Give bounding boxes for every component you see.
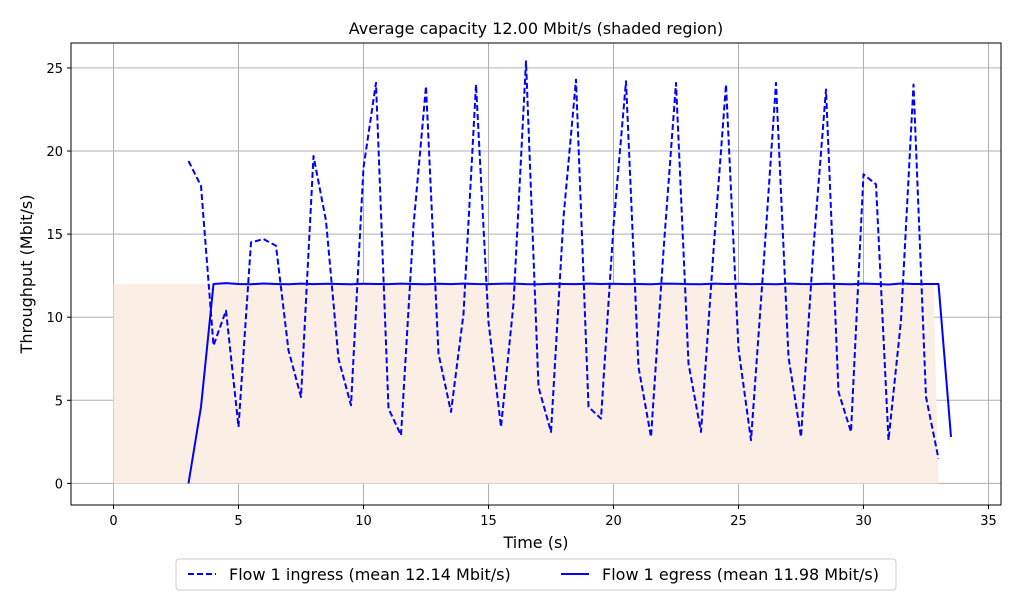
y-tick-label: 0: [55, 477, 63, 492]
x-tick-label: 5: [234, 514, 242, 529]
x-tick-label: 30: [855, 514, 872, 529]
legend-box: [175, 558, 897, 591]
y-axis-label: Throughput (Mbit/s): [17, 195, 36, 355]
y-tick-label: 5: [55, 394, 63, 409]
y-tick-label: 10: [46, 311, 63, 326]
x-tick-label: 25: [730, 514, 747, 529]
x-tick-label: 15: [480, 514, 497, 529]
legend-label-ingress: Flow 1 ingress (mean 12.14 Mbit/s): [229, 565, 511, 584]
series-egress-line: [187, 282, 952, 484]
legend: Flow 1 ingress (mean 12.14 Mbit/s) Flow …: [175, 558, 897, 591]
y-tick-label: 15: [46, 228, 63, 243]
x-axis-label: Time (s): [502, 533, 568, 552]
x-tick-label: 10: [355, 514, 372, 529]
capacity-shaded-region: [113, 283, 939, 484]
x-tick-label: 0: [109, 514, 117, 529]
capacity-shade-layer: [113, 283, 939, 484]
series-ingress-line: [187, 60, 940, 459]
x-tick-label: 20: [605, 514, 622, 529]
y-tick-label: 20: [46, 145, 63, 160]
chart-title: Average capacity 12.00 Mbit/s (shaded re…: [349, 19, 723, 38]
tick-layer: 0 5 10 15 20 25 30 35 0 5 10 15 20 25: [46, 62, 996, 529]
series-layer: [187, 60, 952, 484]
plot-frame: [70, 42, 1002, 506]
legend-label-egress: Flow 1 egress (mean 11.98 Mbit/s): [602, 565, 879, 584]
x-tick-label: 35: [980, 514, 997, 529]
y-tick-label: 25: [46, 62, 63, 77]
